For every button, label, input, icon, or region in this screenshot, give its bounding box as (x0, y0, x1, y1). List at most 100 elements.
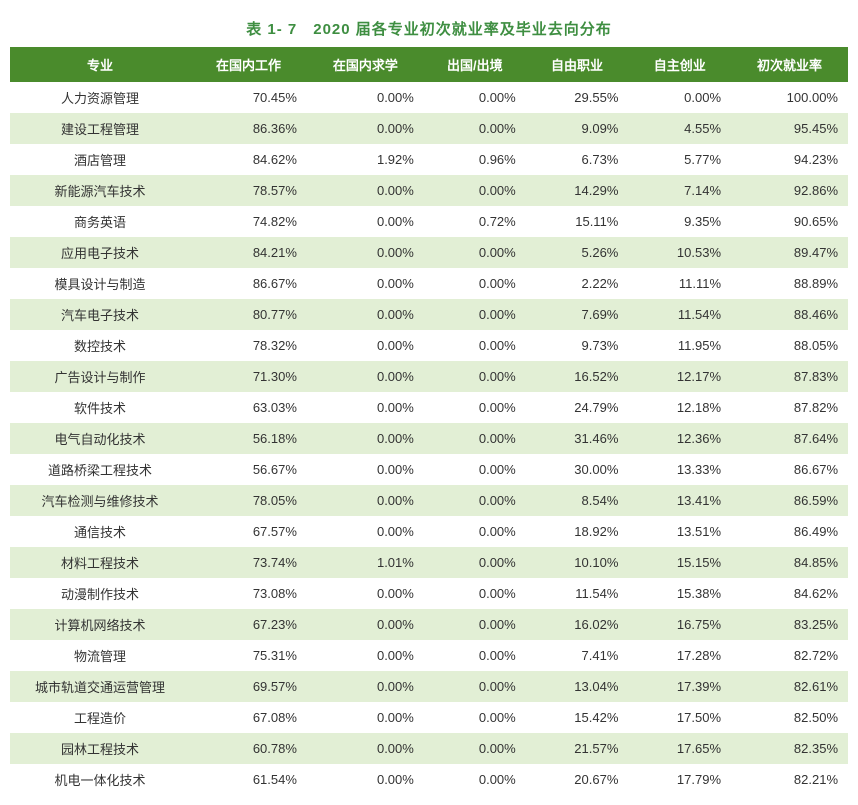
value-cell: 0.00% (307, 361, 424, 392)
employment-table: 专业在国内工作在国内求学出国/出境自由职业自主创业初次就业率 人力资源管理70.… (10, 47, 848, 795)
major-cell: 工程造价 (10, 702, 190, 733)
table-row: 物流管理75.31%0.00%0.00%7.41%17.28%82.72% (10, 640, 848, 671)
table-row: 新能源汽车技术78.57%0.00%0.00%14.29%7.14%92.86% (10, 175, 848, 206)
value-cell: 20.67% (526, 764, 629, 795)
table-row: 计算机网络技术67.23%0.00%0.00%16.02%16.75%83.25… (10, 609, 848, 640)
value-cell: 0.00% (307, 330, 424, 361)
value-cell: 11.54% (628, 299, 731, 330)
value-cell: 13.33% (628, 454, 731, 485)
value-cell: 86.49% (731, 516, 848, 547)
major-cell: 通信技术 (10, 516, 190, 547)
table-row: 人力资源管理70.45%0.00%0.00%29.55%0.00%100.00% (10, 82, 848, 113)
value-cell: 71.30% (190, 361, 307, 392)
table-row: 工程造价67.08%0.00%0.00%15.42%17.50%82.50% (10, 702, 848, 733)
value-cell: 78.05% (190, 485, 307, 516)
major-cell: 广告设计与制作 (10, 361, 190, 392)
major-cell: 汽车检测与维修技术 (10, 485, 190, 516)
major-cell: 物流管理 (10, 640, 190, 671)
value-cell: 21.57% (526, 733, 629, 764)
value-cell: 10.53% (628, 237, 731, 268)
col-header-1: 在国内工作 (190, 47, 307, 82)
value-cell: 0.96% (424, 144, 526, 175)
table-row: 数控技术78.32%0.00%0.00%9.73%11.95%88.05% (10, 330, 848, 361)
value-cell: 69.57% (190, 671, 307, 702)
value-cell: 61.54% (190, 764, 307, 795)
value-cell: 0.00% (424, 702, 526, 733)
value-cell: 0.00% (424, 82, 526, 113)
value-cell: 0.00% (424, 299, 526, 330)
value-cell: 87.64% (731, 423, 848, 454)
value-cell: 0.00% (424, 361, 526, 392)
value-cell: 31.46% (526, 423, 629, 454)
value-cell: 0.00% (307, 733, 424, 764)
value-cell: 94.23% (731, 144, 848, 175)
value-cell: 86.36% (190, 113, 307, 144)
col-header-5: 自主创业 (628, 47, 731, 82)
value-cell: 73.74% (190, 547, 307, 578)
value-cell: 0.00% (424, 547, 526, 578)
table-row: 园林工程技术60.78%0.00%0.00%21.57%17.65%82.35% (10, 733, 848, 764)
value-cell: 0.00% (424, 640, 526, 671)
major-cell: 应用电子技术 (10, 237, 190, 268)
value-cell: 0.00% (307, 175, 424, 206)
value-cell: 15.15% (628, 547, 731, 578)
value-cell: 0.00% (424, 609, 526, 640)
value-cell: 82.21% (731, 764, 848, 795)
value-cell: 0.00% (307, 764, 424, 795)
value-cell: 0.00% (307, 113, 424, 144)
value-cell: 86.59% (731, 485, 848, 516)
value-cell: 0.00% (424, 516, 526, 547)
value-cell: 7.69% (526, 299, 629, 330)
major-cell: 园林工程技术 (10, 733, 190, 764)
table-row: 道路桥梁工程技术56.67%0.00%0.00%30.00%13.33%86.6… (10, 454, 848, 485)
value-cell: 15.38% (628, 578, 731, 609)
major-cell: 模具设计与制造 (10, 268, 190, 299)
value-cell: 11.95% (628, 330, 731, 361)
value-cell: 11.54% (526, 578, 629, 609)
major-cell: 城市轨道交通运营管理 (10, 671, 190, 702)
value-cell: 83.25% (731, 609, 848, 640)
value-cell: 73.08% (190, 578, 307, 609)
major-cell: 计算机网络技术 (10, 609, 190, 640)
value-cell: 5.77% (628, 144, 731, 175)
value-cell: 1.01% (307, 547, 424, 578)
value-cell: 17.65% (628, 733, 731, 764)
value-cell: 0.00% (424, 733, 526, 764)
value-cell: 0.00% (628, 82, 731, 113)
value-cell: 82.50% (731, 702, 848, 733)
value-cell: 12.17% (628, 361, 731, 392)
value-cell: 56.67% (190, 454, 307, 485)
value-cell: 12.18% (628, 392, 731, 423)
major-cell: 商务英语 (10, 206, 190, 237)
major-cell: 机电一体化技术 (10, 764, 190, 795)
value-cell: 67.08% (190, 702, 307, 733)
value-cell: 74.82% (190, 206, 307, 237)
value-cell: 11.11% (628, 268, 731, 299)
major-cell: 软件技术 (10, 392, 190, 423)
value-cell: 80.77% (190, 299, 307, 330)
value-cell: 17.79% (628, 764, 731, 795)
major-cell: 动漫制作技术 (10, 578, 190, 609)
value-cell: 9.73% (526, 330, 629, 361)
value-cell: 87.83% (731, 361, 848, 392)
value-cell: 15.42% (526, 702, 629, 733)
value-cell: 78.32% (190, 330, 307, 361)
table-row: 材料工程技术73.74%1.01%0.00%10.10%15.15%84.85% (10, 547, 848, 578)
value-cell: 4.55% (628, 113, 731, 144)
value-cell: 75.31% (190, 640, 307, 671)
table-row: 城市轨道交通运营管理69.57%0.00%0.00%13.04%17.39%82… (10, 671, 848, 702)
value-cell: 17.50% (628, 702, 731, 733)
value-cell: 82.72% (731, 640, 848, 671)
value-cell: 16.75% (628, 609, 731, 640)
value-cell: 95.45% (731, 113, 848, 144)
value-cell: 24.79% (526, 392, 629, 423)
value-cell: 0.00% (424, 423, 526, 454)
value-cell: 17.28% (628, 640, 731, 671)
value-cell: 92.86% (731, 175, 848, 206)
value-cell: 84.62% (190, 144, 307, 175)
value-cell: 13.41% (628, 485, 731, 516)
value-cell: 0.00% (424, 454, 526, 485)
col-header-6: 初次就业率 (731, 47, 848, 82)
value-cell: 13.51% (628, 516, 731, 547)
value-cell: 100.00% (731, 82, 848, 113)
